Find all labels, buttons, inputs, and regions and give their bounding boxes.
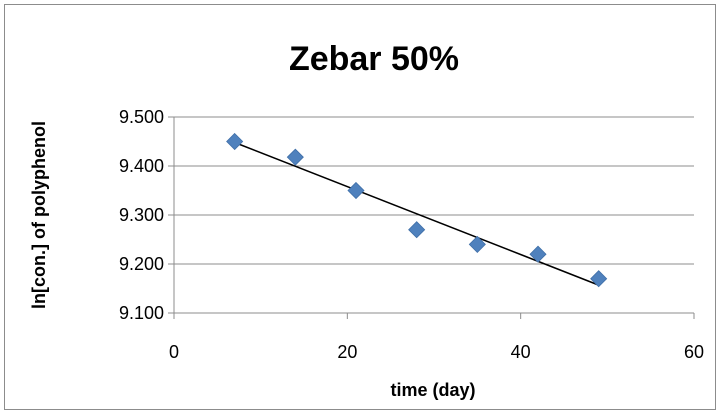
data-point bbox=[226, 132, 244, 151]
y-tick-label: 9.500 bbox=[119, 107, 164, 127]
data-point bbox=[529, 245, 547, 263]
y-tick-label: 9.200 bbox=[119, 254, 164, 274]
data-point bbox=[590, 270, 608, 288]
chart-frame bbox=[4, 4, 716, 410]
data-points bbox=[226, 132, 608, 288]
y-tick-label: 9.300 bbox=[119, 205, 164, 225]
x-tick-label: 20 bbox=[337, 342, 357, 362]
data-point bbox=[468, 235, 486, 253]
data-point bbox=[347, 181, 365, 200]
chart-title: Zebar 50% bbox=[289, 40, 459, 78]
x-tick-label: 0 bbox=[169, 342, 179, 362]
y-tick-label: 9.400 bbox=[119, 156, 164, 176]
x-tick-label: 60 bbox=[684, 342, 704, 362]
data-point bbox=[408, 221, 426, 239]
y-axis-title: ln[con.] of polyphenol bbox=[29, 121, 49, 309]
y-tick-label: 9.100 bbox=[119, 303, 164, 323]
x-tick-label: 40 bbox=[511, 342, 531, 362]
tick-labels: 9.100 9.200 9.300 9.400 9.500 0 20 40 60 bbox=[119, 107, 704, 362]
axes bbox=[168, 116, 695, 319]
data-point bbox=[286, 148, 304, 166]
x-axis-title: time (day) bbox=[390, 380, 475, 400]
grid-lines bbox=[174, 116, 694, 314]
